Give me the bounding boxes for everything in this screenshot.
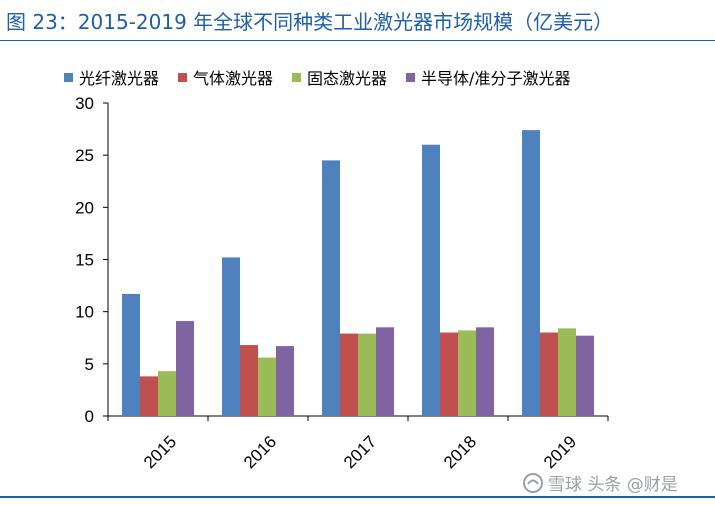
legend-item: 半导体/准分子激光器 — [406, 65, 570, 89]
y-tick-label: 20 — [75, 198, 94, 217]
legend-swatch — [292, 72, 302, 82]
chart-legend: 光纤激光器 气体激光器 固态激光器 半导体/准分子激光器 — [64, 65, 570, 89]
bar — [422, 144, 440, 416]
y-tick-label: 30 — [75, 94, 94, 113]
bar — [240, 345, 258, 416]
bar — [358, 333, 376, 416]
bar — [476, 327, 494, 416]
bar — [376, 327, 394, 416]
y-tick-label: 0 — [85, 407, 94, 426]
y-tick-label: 25 — [75, 146, 94, 165]
legend-swatch — [64, 72, 73, 82]
legend-label: 半导体/准分子激光器 — [421, 69, 571, 88]
bar — [458, 330, 476, 416]
bar — [322, 160, 340, 416]
bar — [122, 293, 140, 416]
bar — [158, 371, 176, 416]
snowball-logo-icon — [523, 472, 543, 493]
bar — [576, 335, 594, 416]
bottom-divider — [0, 496, 715, 498]
x-tick-label: 2015 — [140, 432, 180, 472]
legend-label: 气体激光器 — [193, 69, 274, 88]
watermark-text: 雪球 头条 @财是 — [548, 475, 678, 495]
y-tick-label: 15 — [75, 251, 94, 270]
bar — [340, 333, 358, 416]
chart-title: 图 23：2015-2019 年全球不同种类工业激光器市场规模（亿美元） — [6, 10, 614, 34]
legend-item: 气体激光器 — [178, 65, 273, 89]
legend-item: 固态激光器 — [292, 65, 387, 89]
bar — [522, 130, 540, 417]
bar — [276, 346, 294, 416]
legend-swatch — [178, 72, 188, 82]
x-tick-label: 2016 — [240, 432, 280, 472]
x-tick-label: 2019 — [540, 432, 580, 472]
bar — [176, 321, 194, 416]
x-tick-label: 2017 — [340, 432, 380, 472]
bar — [140, 376, 158, 416]
bar — [558, 328, 576, 416]
bar — [540, 332, 558, 416]
title-divider — [0, 40, 715, 41]
bar — [222, 257, 240, 416]
y-tick-label: 5 — [85, 355, 94, 374]
bar — [440, 332, 458, 416]
legend-swatch — [406, 72, 416, 82]
watermark: 雪球 头条 @财是 — [522, 470, 678, 495]
legend-item: 光纤激光器 — [64, 65, 159, 89]
legend-label: 固态激光器 — [307, 69, 388, 88]
bar — [258, 357, 276, 416]
y-tick-label: 10 — [75, 303, 94, 322]
legend-label: 光纤激光器 — [79, 69, 160, 88]
x-tick-label: 2018 — [440, 432, 480, 472]
